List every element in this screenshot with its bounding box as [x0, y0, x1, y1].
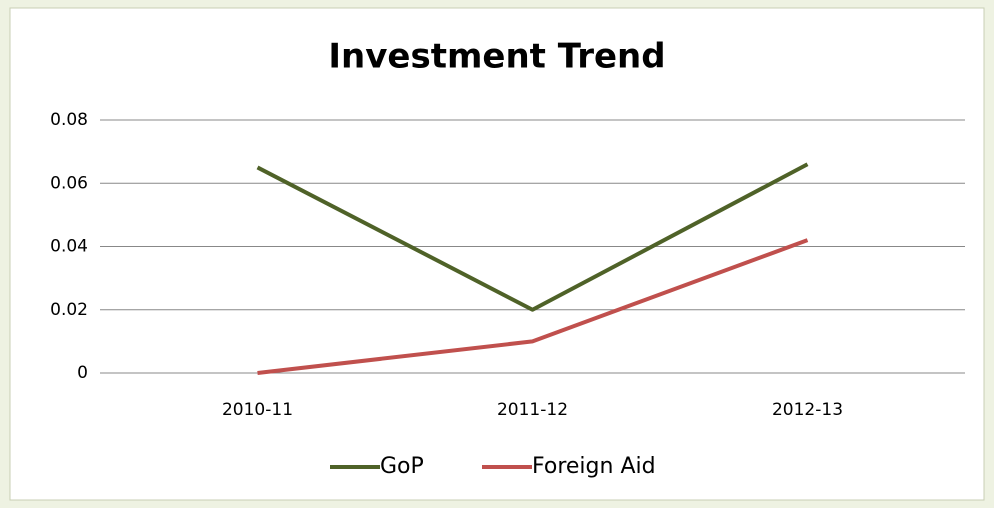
- legend-label: GoP: [380, 454, 424, 479]
- y-tick-label: 0.06: [50, 173, 88, 193]
- chart-title: Investment Trend: [328, 37, 665, 77]
- y-tick-label: 0.02: [50, 300, 88, 320]
- x-tick-label: 2010-11: [222, 400, 293, 420]
- x-tick-label: 2011-12: [497, 400, 568, 420]
- y-tick-label: 0: [77, 363, 88, 383]
- y-tick-label: 0.04: [50, 237, 88, 257]
- legend-label: Foreign Aid: [532, 454, 656, 479]
- chart-area: [9, 7, 985, 501]
- series-line: [257, 238, 809, 375]
- series-line: [256, 162, 809, 312]
- x-tick-label: 2012-13: [772, 400, 843, 420]
- y-tick-label: 0.08: [50, 110, 88, 130]
